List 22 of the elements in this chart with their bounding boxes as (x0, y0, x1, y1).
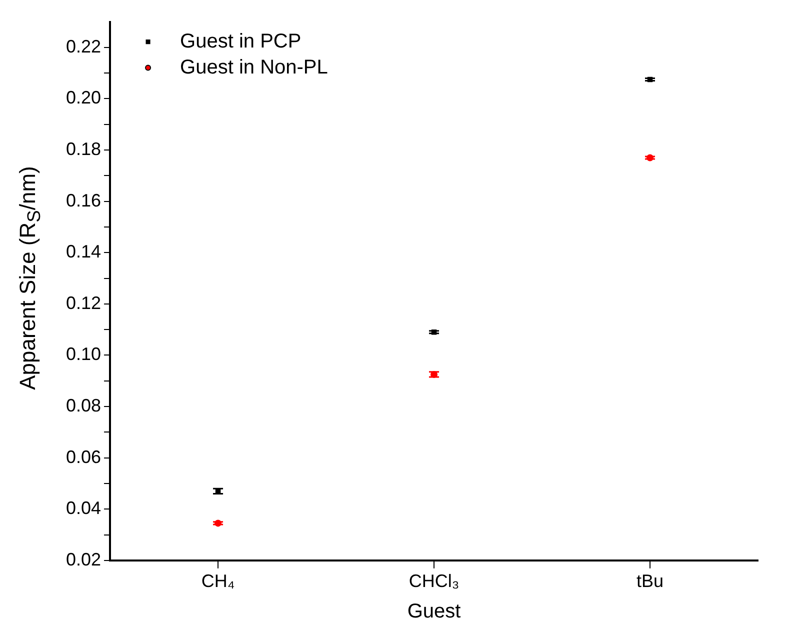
y-tick-label: 0.16 (66, 190, 102, 210)
y-tick-label: 0.04 (66, 498, 102, 518)
point (646, 154, 654, 162)
x-tick-label: CHCl₃ (408, 571, 460, 592)
point (214, 520, 222, 527)
legend-label: Guest in Non-PL (180, 56, 328, 78)
legend-label: Guest in PCP (180, 30, 302, 52)
y-tick-label: 0.10 (66, 344, 102, 364)
x-axis-title: Guest (407, 600, 462, 623)
y-tick-label: 0.06 (66, 446, 102, 467)
y-tick-label: 0.14 (66, 242, 102, 262)
point (431, 330, 437, 335)
y-tick-label: 0.20 (66, 88, 102, 108)
x-tick-label: tBu (636, 571, 664, 592)
y-tick-label: 0.12 (66, 292, 102, 313)
x-tick-label: CH₄ (201, 571, 235, 592)
y-tick-label: 0.02 (66, 549, 102, 570)
point (647, 76, 653, 82)
point (430, 370, 438, 378)
y-tick-label: 0.08 (66, 395, 102, 416)
y-tick-label: 0.18 (66, 139, 102, 160)
y-tick-label: 0.22 (66, 36, 102, 56)
